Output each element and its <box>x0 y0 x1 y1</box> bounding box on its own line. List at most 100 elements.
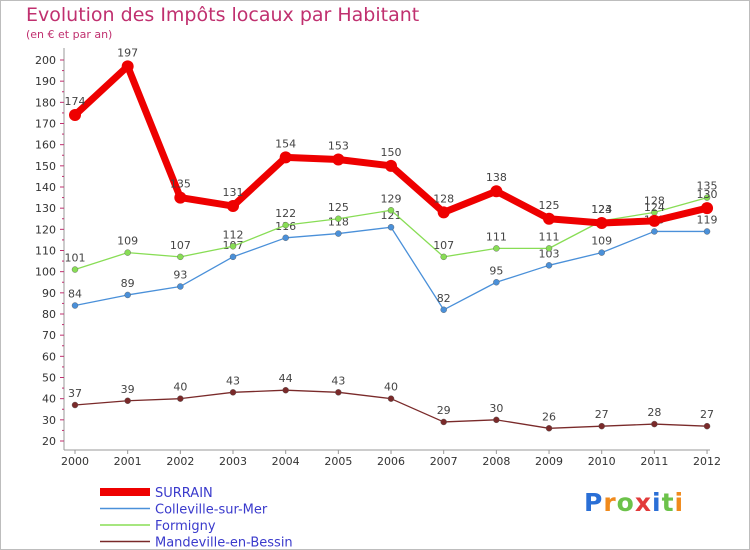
data-point <box>490 185 503 198</box>
x-tick-label: 2009 <box>535 455 563 468</box>
data-label: 28 <box>647 406 661 419</box>
y-tick-label: 180 <box>35 96 56 109</box>
data-label: 27 <box>595 408 609 421</box>
data-label: 109 <box>117 235 138 248</box>
data-point <box>124 291 131 299</box>
data-point <box>440 306 447 313</box>
data-label: 37 <box>68 387 82 400</box>
x-tick-label: 2011 <box>640 455 668 468</box>
x-tick-label: 2007 <box>430 455 458 468</box>
data-label: 124 <box>591 203 612 216</box>
x-tick-label: 2010 <box>588 455 616 468</box>
y-tick-label: 170 <box>35 118 56 131</box>
data-point <box>543 212 556 225</box>
data-label: 101 <box>65 252 86 265</box>
data-point <box>279 151 292 164</box>
data-label: 153 <box>328 139 349 152</box>
data-label: 122 <box>275 207 296 220</box>
data-label: 40 <box>173 381 187 394</box>
data-point <box>493 279 500 286</box>
y-tick-label: 100 <box>35 266 56 279</box>
data-point <box>440 253 447 261</box>
data-point <box>595 216 608 229</box>
data-point <box>71 266 79 273</box>
y-tick-label: 130 <box>35 202 56 215</box>
data-label: 39 <box>121 383 135 396</box>
data-point <box>71 302 79 309</box>
data-point <box>598 249 605 256</box>
data-point <box>387 224 395 231</box>
legend-label: SURRAIN <box>155 486 213 501</box>
data-label: 174 <box>65 95 86 108</box>
data-point <box>648 214 661 227</box>
data-label: 112 <box>223 228 244 241</box>
data-label: 129 <box>381 192 402 205</box>
data-point <box>387 207 395 214</box>
data-label: 95 <box>489 264 503 277</box>
data-label: 130 <box>697 188 718 201</box>
data-label: 150 <box>381 146 402 159</box>
data-label: 135 <box>697 180 718 193</box>
data-point <box>332 153 345 166</box>
x-tick-label: 2001 <box>114 455 142 468</box>
data-label: 111 <box>539 230 560 243</box>
data-label: 29 <box>437 404 451 417</box>
proxiti-logo: Proxiti <box>584 488 685 517</box>
y-tick-label: 160 <box>35 139 56 152</box>
data-label: 107 <box>170 239 191 252</box>
data-point <box>335 389 342 396</box>
data-label: 111 <box>486 230 507 243</box>
data-point <box>229 389 237 396</box>
x-tick-label: 2002 <box>166 455 194 468</box>
data-label: 119 <box>697 213 718 226</box>
data-point <box>124 397 131 404</box>
data-label: 131 <box>223 186 244 199</box>
data-point <box>282 234 289 242</box>
data-label: 89 <box>121 277 135 290</box>
x-tick-label: 2000 <box>61 455 89 468</box>
data-point <box>121 60 134 73</box>
x-tick-label: 2004 <box>272 455 300 468</box>
data-label: 103 <box>539 247 560 260</box>
data-label: 121 <box>381 209 402 222</box>
data-point <box>440 418 447 426</box>
data-label: 135 <box>170 178 191 191</box>
data-label: 109 <box>591 235 612 248</box>
data-label: 44 <box>279 372 293 385</box>
data-point <box>387 395 395 402</box>
data-point <box>437 206 450 219</box>
data-point <box>227 200 240 213</box>
data-point <box>174 191 187 204</box>
data-label: 26 <box>542 410 556 423</box>
data-point <box>703 228 711 235</box>
y-tick-label: 70 <box>42 329 56 342</box>
data-label: 125 <box>328 201 349 214</box>
y-tick-label: 90 <box>42 287 56 300</box>
data-point <box>335 215 342 222</box>
y-tick-label: 80 <box>42 308 56 321</box>
data-point <box>545 245 553 252</box>
chart-subtitle: (en € et par an) <box>26 28 113 41</box>
data-label: 197 <box>117 46 138 59</box>
data-point <box>545 425 553 432</box>
data-label: 40 <box>384 381 398 394</box>
x-tick-label: 2008 <box>482 455 510 468</box>
y-tick-label: 50 <box>42 372 56 385</box>
y-tick-label: 30 <box>42 414 56 427</box>
data-label: 93 <box>173 268 187 281</box>
y-tick-label: 60 <box>42 350 56 363</box>
data-point <box>701 202 714 215</box>
data-point <box>493 416 500 424</box>
data-point <box>703 422 711 430</box>
data-point <box>177 253 184 261</box>
x-tick-label: 2006 <box>377 455 405 468</box>
x-tick-label: 2012 <box>693 455 721 468</box>
y-tick-label: 40 <box>42 393 56 406</box>
data-label: 84 <box>68 288 82 301</box>
data-point <box>69 109 81 122</box>
data-point <box>598 422 605 430</box>
data-label: 82 <box>437 292 451 305</box>
x-tick-label: 2005 <box>324 455 352 468</box>
